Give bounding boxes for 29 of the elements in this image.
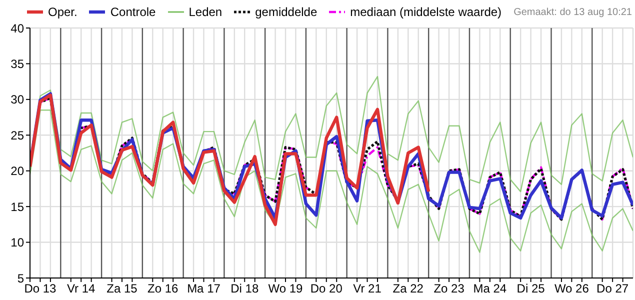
y-tick-label: 5	[17, 271, 24, 286]
x-tick-label: Zo 16	[148, 282, 179, 296]
text: Gemaakt: do 13 aug 10:21	[514, 7, 632, 18]
x-tick-label: Za 22	[392, 282, 424, 296]
x-tick-label: Do 13	[24, 282, 57, 296]
y-tick-label: 25	[10, 128, 24, 142]
legend-label: Controle	[110, 5, 156, 19]
x-tick-label: Wo 26	[554, 282, 590, 296]
x-tick-label: Vr 14	[66, 282, 96, 296]
y-tick-label: 40	[10, 21, 24, 36]
y-tick-label: 10	[10, 236, 24, 250]
x-tick-label: Ma 17	[187, 282, 221, 296]
y-tick-label: 20	[10, 164, 24, 178]
x-tick-label: Ma 24	[473, 282, 507, 296]
y-tick-label: 15	[10, 200, 24, 214]
x-tick-label: Di 25	[516, 282, 546, 296]
y-tick-label: 35	[10, 56, 24, 71]
legend-label: gemiddelde	[255, 5, 318, 19]
x-tick-label: Wo 19	[268, 282, 304, 296]
legend-label: Oper.	[48, 5, 78, 19]
x-tick-label: Za 15	[106, 282, 138, 296]
legend-label: mediaan (middelste waarde)	[350, 5, 502, 19]
x-tick-label: Vr 21	[353, 282, 382, 296]
x-tick-label: Do 27	[596, 282, 629, 296]
x-tick-label: Di 18	[230, 282, 259, 296]
x-tick-label: Zo 23	[434, 282, 465, 296]
y-tick-label: 30	[10, 92, 24, 107]
legend-label: Leden	[188, 5, 222, 19]
x-tick-label: Do 20	[310, 282, 343, 296]
